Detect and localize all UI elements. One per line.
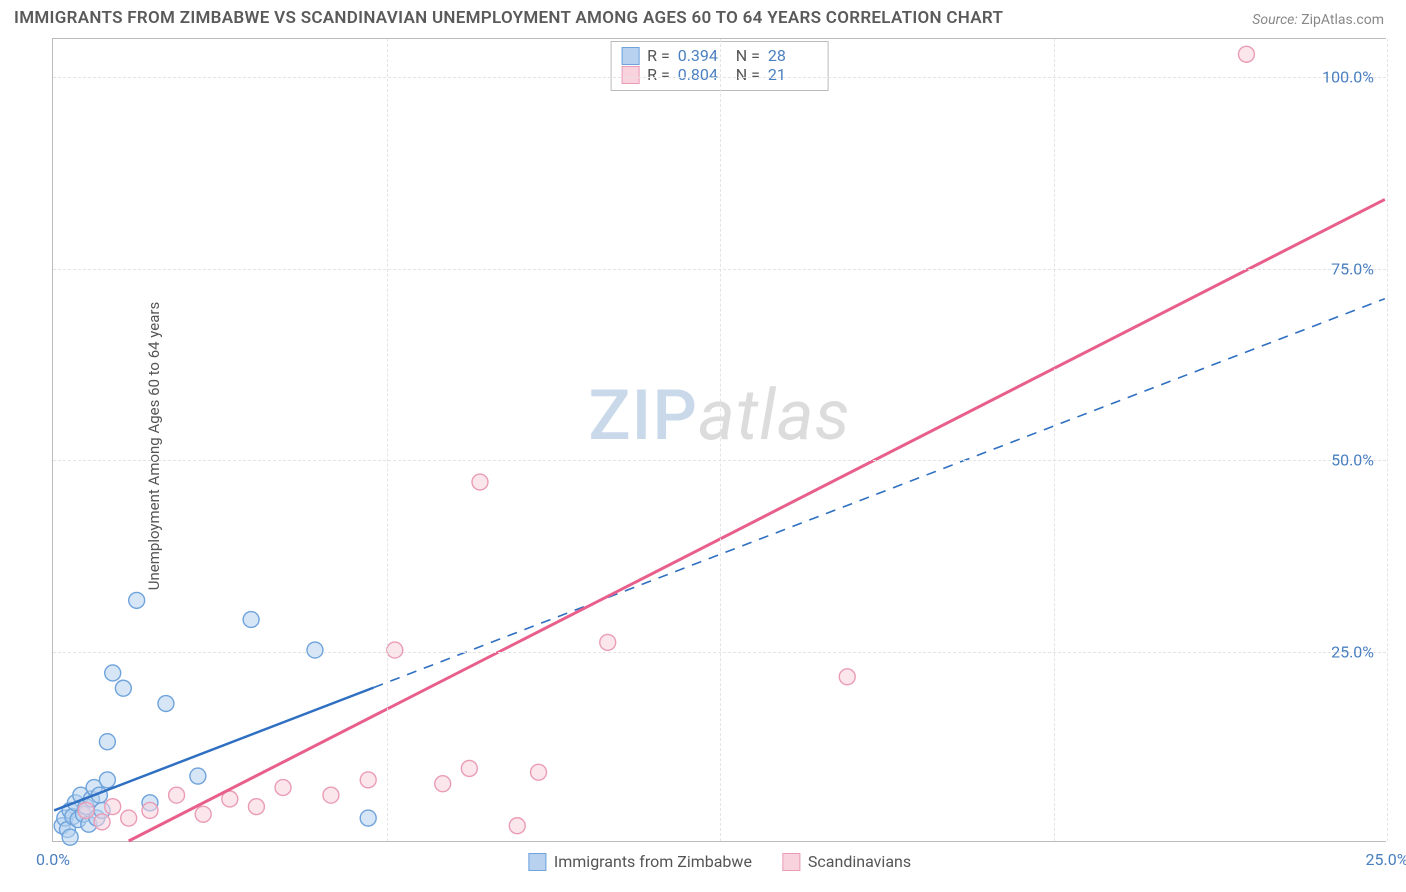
- scatter-point-scandinavians: [600, 634, 616, 650]
- trend-line-scandinavians: [129, 199, 1385, 841]
- scatter-point-scandinavians: [195, 806, 211, 822]
- n-label: N =: [736, 46, 760, 65]
- scatter-point-scandinavians: [435, 776, 451, 792]
- y-tick-label: 50.0%: [1331, 451, 1374, 470]
- scatter-point-scandinavians: [839, 669, 855, 685]
- scatter-point-scandinavians: [94, 814, 110, 830]
- y-tick-label: 100.0%: [1322, 68, 1374, 87]
- scatter-point-scandinavians: [323, 787, 339, 803]
- scatter-point-scandinavians: [531, 764, 547, 780]
- scatter-point-scandinavians: [105, 799, 121, 815]
- n-value-scandinavians: 21: [768, 65, 818, 84]
- scatter-point-scandinavians: [461, 760, 477, 776]
- y-tick-label: 25.0%: [1331, 642, 1374, 661]
- scatter-point-zimbabwe: [158, 696, 174, 712]
- gridline-vertical: [720, 39, 721, 841]
- scatter-point-zimbabwe: [129, 592, 145, 608]
- n-value-zimbabwe: 28: [768, 46, 818, 65]
- source-attribution: Source: ZipAtlas.com: [1252, 12, 1384, 28]
- gridline-vertical: [1387, 39, 1388, 841]
- scatter-point-scandinavians: [360, 772, 376, 788]
- scatter-point-scandinavians: [78, 802, 94, 818]
- legend-swatch-zimbabwe: [528, 853, 546, 871]
- legend-item-zimbabwe: Immigrants from Zimbabwe: [528, 852, 752, 871]
- source-label: Source:: [1252, 12, 1297, 28]
- scatter-point-scandinavians: [169, 787, 185, 803]
- scatter-point-zimbabwe: [105, 665, 121, 681]
- r-label: R =: [647, 46, 670, 65]
- gridline-vertical: [1054, 39, 1055, 841]
- legend-label-zimbabwe: Immigrants from Zimbabwe: [554, 852, 752, 871]
- scatter-point-zimbabwe: [243, 612, 259, 628]
- x-tick-label: 25.0%: [1366, 850, 1406, 869]
- scatter-point-zimbabwe: [115, 680, 131, 696]
- scatter-point-scandinavians: [472, 474, 488, 490]
- scatter-point-scandinavians: [509, 818, 525, 834]
- scatter-point-zimbabwe: [360, 810, 376, 826]
- series-legend: Immigrants from Zimbabwe Scandinavians: [528, 852, 911, 871]
- scatter-point-zimbabwe: [62, 829, 78, 845]
- swatch-scandinavians: [621, 66, 639, 84]
- n-label: N =: [736, 65, 760, 84]
- source-value: ZipAtlas.com: [1301, 12, 1384, 28]
- scatter-point-scandinavians: [1238, 46, 1254, 62]
- scatter-point-zimbabwe: [190, 768, 206, 784]
- scatter-point-scandinavians: [275, 780, 291, 796]
- r-label: R =: [647, 65, 670, 84]
- plot-area: ZIPatlas R = 0.394 N = 28 R = 0.804 N = …: [52, 38, 1386, 842]
- legend-item-scandinavians: Scandinavians: [782, 852, 911, 871]
- swatch-zimbabwe: [621, 47, 639, 65]
- scatter-point-zimbabwe: [307, 642, 323, 658]
- scatter-point-zimbabwe: [99, 734, 115, 750]
- trend-line-zimbabwe-extrapolated: [374, 299, 1385, 688]
- scatter-point-scandinavians: [142, 802, 158, 818]
- scatter-point-scandinavians: [387, 642, 403, 658]
- chart-title: IMMIGRANTS FROM ZIMBABWE VS SCANDINAVIAN…: [14, 8, 1003, 28]
- legend-swatch-scandinavians: [782, 853, 800, 871]
- gridline-vertical: [387, 39, 388, 841]
- y-tick-label: 75.0%: [1331, 259, 1374, 278]
- legend-label-scandinavians: Scandinavians: [808, 852, 911, 871]
- x-tick-label: 0.0%: [36, 850, 70, 869]
- scatter-point-scandinavians: [121, 810, 137, 826]
- scatter-point-scandinavians: [248, 799, 264, 815]
- scatter-point-zimbabwe: [99, 772, 115, 788]
